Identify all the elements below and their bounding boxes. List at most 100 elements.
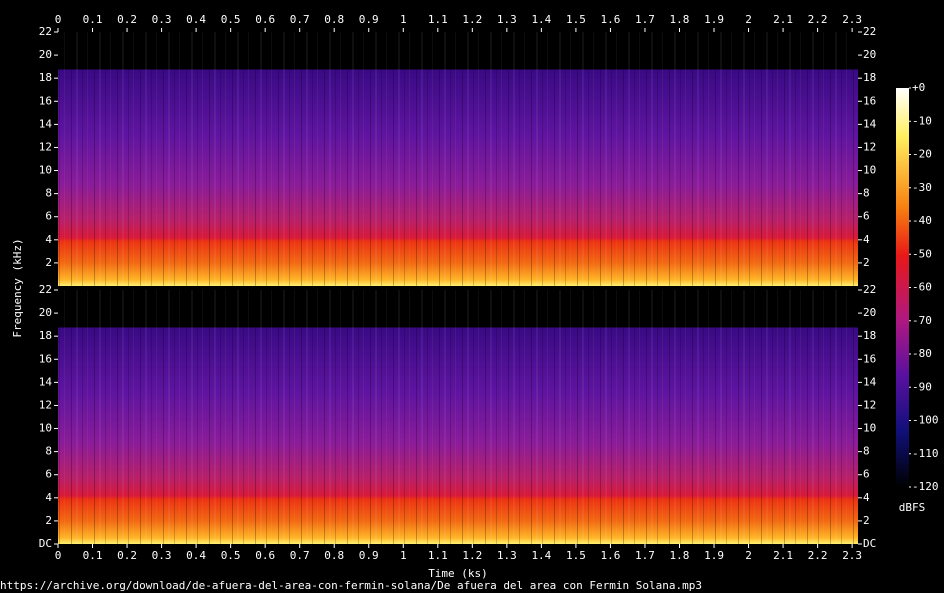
y-tick-label: 20 bbox=[863, 48, 876, 61]
y-tick-label: 4 bbox=[863, 233, 870, 246]
y-tick-label: 6 bbox=[45, 210, 52, 223]
y-tick-label: 16 bbox=[863, 94, 876, 107]
y-tick-label: 4 bbox=[45, 491, 52, 504]
y-tick-label: 14 bbox=[39, 375, 53, 388]
x-tick-label: 1.5 bbox=[566, 13, 586, 26]
x-tick-label: 1.2 bbox=[462, 549, 482, 562]
colorbar-label: dBFS bbox=[899, 501, 926, 514]
x-tick-label: 0.2 bbox=[117, 549, 137, 562]
y-tick-label: 20 bbox=[39, 306, 52, 319]
y-tick-label: 20 bbox=[39, 48, 52, 61]
y-tick-label: 18 bbox=[39, 329, 52, 342]
x-tick-label: 1.1 bbox=[428, 13, 448, 26]
y-tick-label: DC bbox=[863, 537, 876, 550]
y-axis-label: Frequency (kHz) bbox=[11, 238, 24, 337]
y-tick-label: 14 bbox=[863, 117, 877, 130]
x-tick-label: 1.6 bbox=[601, 549, 621, 562]
y-tick-label: 22 bbox=[863, 283, 876, 296]
y-tick-label: 6 bbox=[863, 210, 870, 223]
x-tick-label: 1 bbox=[400, 13, 407, 26]
x-tick-label: 1.9 bbox=[704, 549, 724, 562]
source-url: https://archive.org/download/de-afuera-d… bbox=[0, 579, 702, 592]
y-tick-label: 8 bbox=[863, 445, 870, 458]
x-tick-label: 2.1 bbox=[773, 13, 793, 26]
x-tick-label: 1.7 bbox=[635, 549, 655, 562]
colorbar-tick-label: +0 bbox=[912, 81, 925, 94]
x-tick-label: 2.3 bbox=[842, 549, 862, 562]
spectrogram-texture bbox=[58, 290, 858, 544]
colorbar-tick-label: -10 bbox=[912, 114, 932, 127]
colorbar-tick-label: -100 bbox=[912, 414, 939, 427]
x-tick-label: 1.7 bbox=[635, 13, 655, 26]
x-tick-label: 0.9 bbox=[359, 549, 379, 562]
x-tick-label: 0.7 bbox=[290, 13, 310, 26]
y-tick-label: 6 bbox=[45, 468, 52, 481]
x-tick-label: 0.6 bbox=[255, 13, 275, 26]
spectrogram-texture bbox=[58, 32, 858, 286]
colorbar-tick-label: -80 bbox=[912, 347, 932, 360]
x-tick-label: 0.5 bbox=[221, 13, 241, 26]
y-tick-label: 6 bbox=[863, 468, 870, 481]
x-tick-label: 1.3 bbox=[497, 13, 517, 26]
x-tick-label: 1.9 bbox=[704, 13, 724, 26]
y-tick-label: 12 bbox=[39, 398, 52, 411]
x-tick-label: 1 bbox=[400, 549, 407, 562]
colorbar-tick-label: -50 bbox=[912, 247, 932, 260]
x-axis-label: Time (ks) bbox=[428, 567, 488, 580]
x-tick-label: 2.2 bbox=[808, 549, 828, 562]
y-tick-label: 8 bbox=[863, 187, 870, 200]
y-tick-label: 10 bbox=[39, 422, 52, 435]
x-tick-label: 0.7 bbox=[290, 549, 310, 562]
colorbar-tick-label: -90 bbox=[912, 380, 932, 393]
y-tick-label: 12 bbox=[863, 398, 876, 411]
y-tick-label: 16 bbox=[863, 352, 876, 365]
colorbar-tick-label: -30 bbox=[912, 181, 932, 194]
x-tick-label: 0 bbox=[55, 13, 62, 26]
y-tick-label: 2 bbox=[45, 514, 52, 527]
y-tick-label: 2 bbox=[863, 514, 870, 527]
y-tick-label: 8 bbox=[45, 187, 52, 200]
x-tick-label: 0.1 bbox=[83, 13, 103, 26]
y-tick-label: 14 bbox=[39, 117, 53, 130]
y-tick-label: 22 bbox=[863, 25, 876, 38]
y-tick-label: 18 bbox=[39, 71, 52, 84]
y-tick-label: 10 bbox=[39, 164, 52, 177]
colorbar-tick-label: -70 bbox=[912, 314, 932, 327]
x-tick-label: 1.3 bbox=[497, 549, 517, 562]
x-tick-label: 1.8 bbox=[670, 13, 690, 26]
y-tick-label: 16 bbox=[39, 94, 52, 107]
colorbar-tick-label: -40 bbox=[912, 214, 932, 227]
y-tick-label: 10 bbox=[863, 422, 876, 435]
x-tick-label: 1.4 bbox=[531, 549, 551, 562]
x-tick-label: 1.4 bbox=[531, 13, 551, 26]
x-tick-label: 0 bbox=[55, 549, 62, 562]
y-tick-label: 22 bbox=[39, 283, 52, 296]
y-tick-label: 12 bbox=[863, 140, 876, 153]
x-tick-label: 2 bbox=[745, 549, 752, 562]
x-tick-label: 0.9 bbox=[359, 13, 379, 26]
y-tick-label: 8 bbox=[45, 445, 52, 458]
y-tick-label: 4 bbox=[45, 233, 52, 246]
x-tick-label: 1.5 bbox=[566, 549, 586, 562]
y-tick-label: 18 bbox=[863, 329, 876, 342]
x-tick-label: 0.4 bbox=[186, 13, 206, 26]
x-tick-label: 1.6 bbox=[601, 13, 621, 26]
colorbar-tick-label: -60 bbox=[912, 281, 932, 294]
colorbar-tick-label: -110 bbox=[912, 447, 939, 460]
x-tick-label: 2.2 bbox=[808, 13, 828, 26]
y-tick-label: DC bbox=[39, 537, 52, 550]
x-tick-label: 0.8 bbox=[324, 549, 344, 562]
y-tick-label: 12 bbox=[39, 140, 52, 153]
x-tick-label: 2 bbox=[745, 13, 752, 26]
y-tick-label: 16 bbox=[39, 352, 52, 365]
y-tick-label: 10 bbox=[863, 164, 876, 177]
x-tick-label: 1.2 bbox=[462, 13, 482, 26]
x-tick-label: 0.3 bbox=[152, 13, 172, 26]
y-tick-label: 18 bbox=[863, 71, 876, 84]
x-tick-label: 0.8 bbox=[324, 13, 344, 26]
y-tick-label: 2 bbox=[45, 256, 52, 269]
x-tick-label: 0.2 bbox=[117, 13, 137, 26]
y-tick-label: 4 bbox=[863, 491, 870, 504]
